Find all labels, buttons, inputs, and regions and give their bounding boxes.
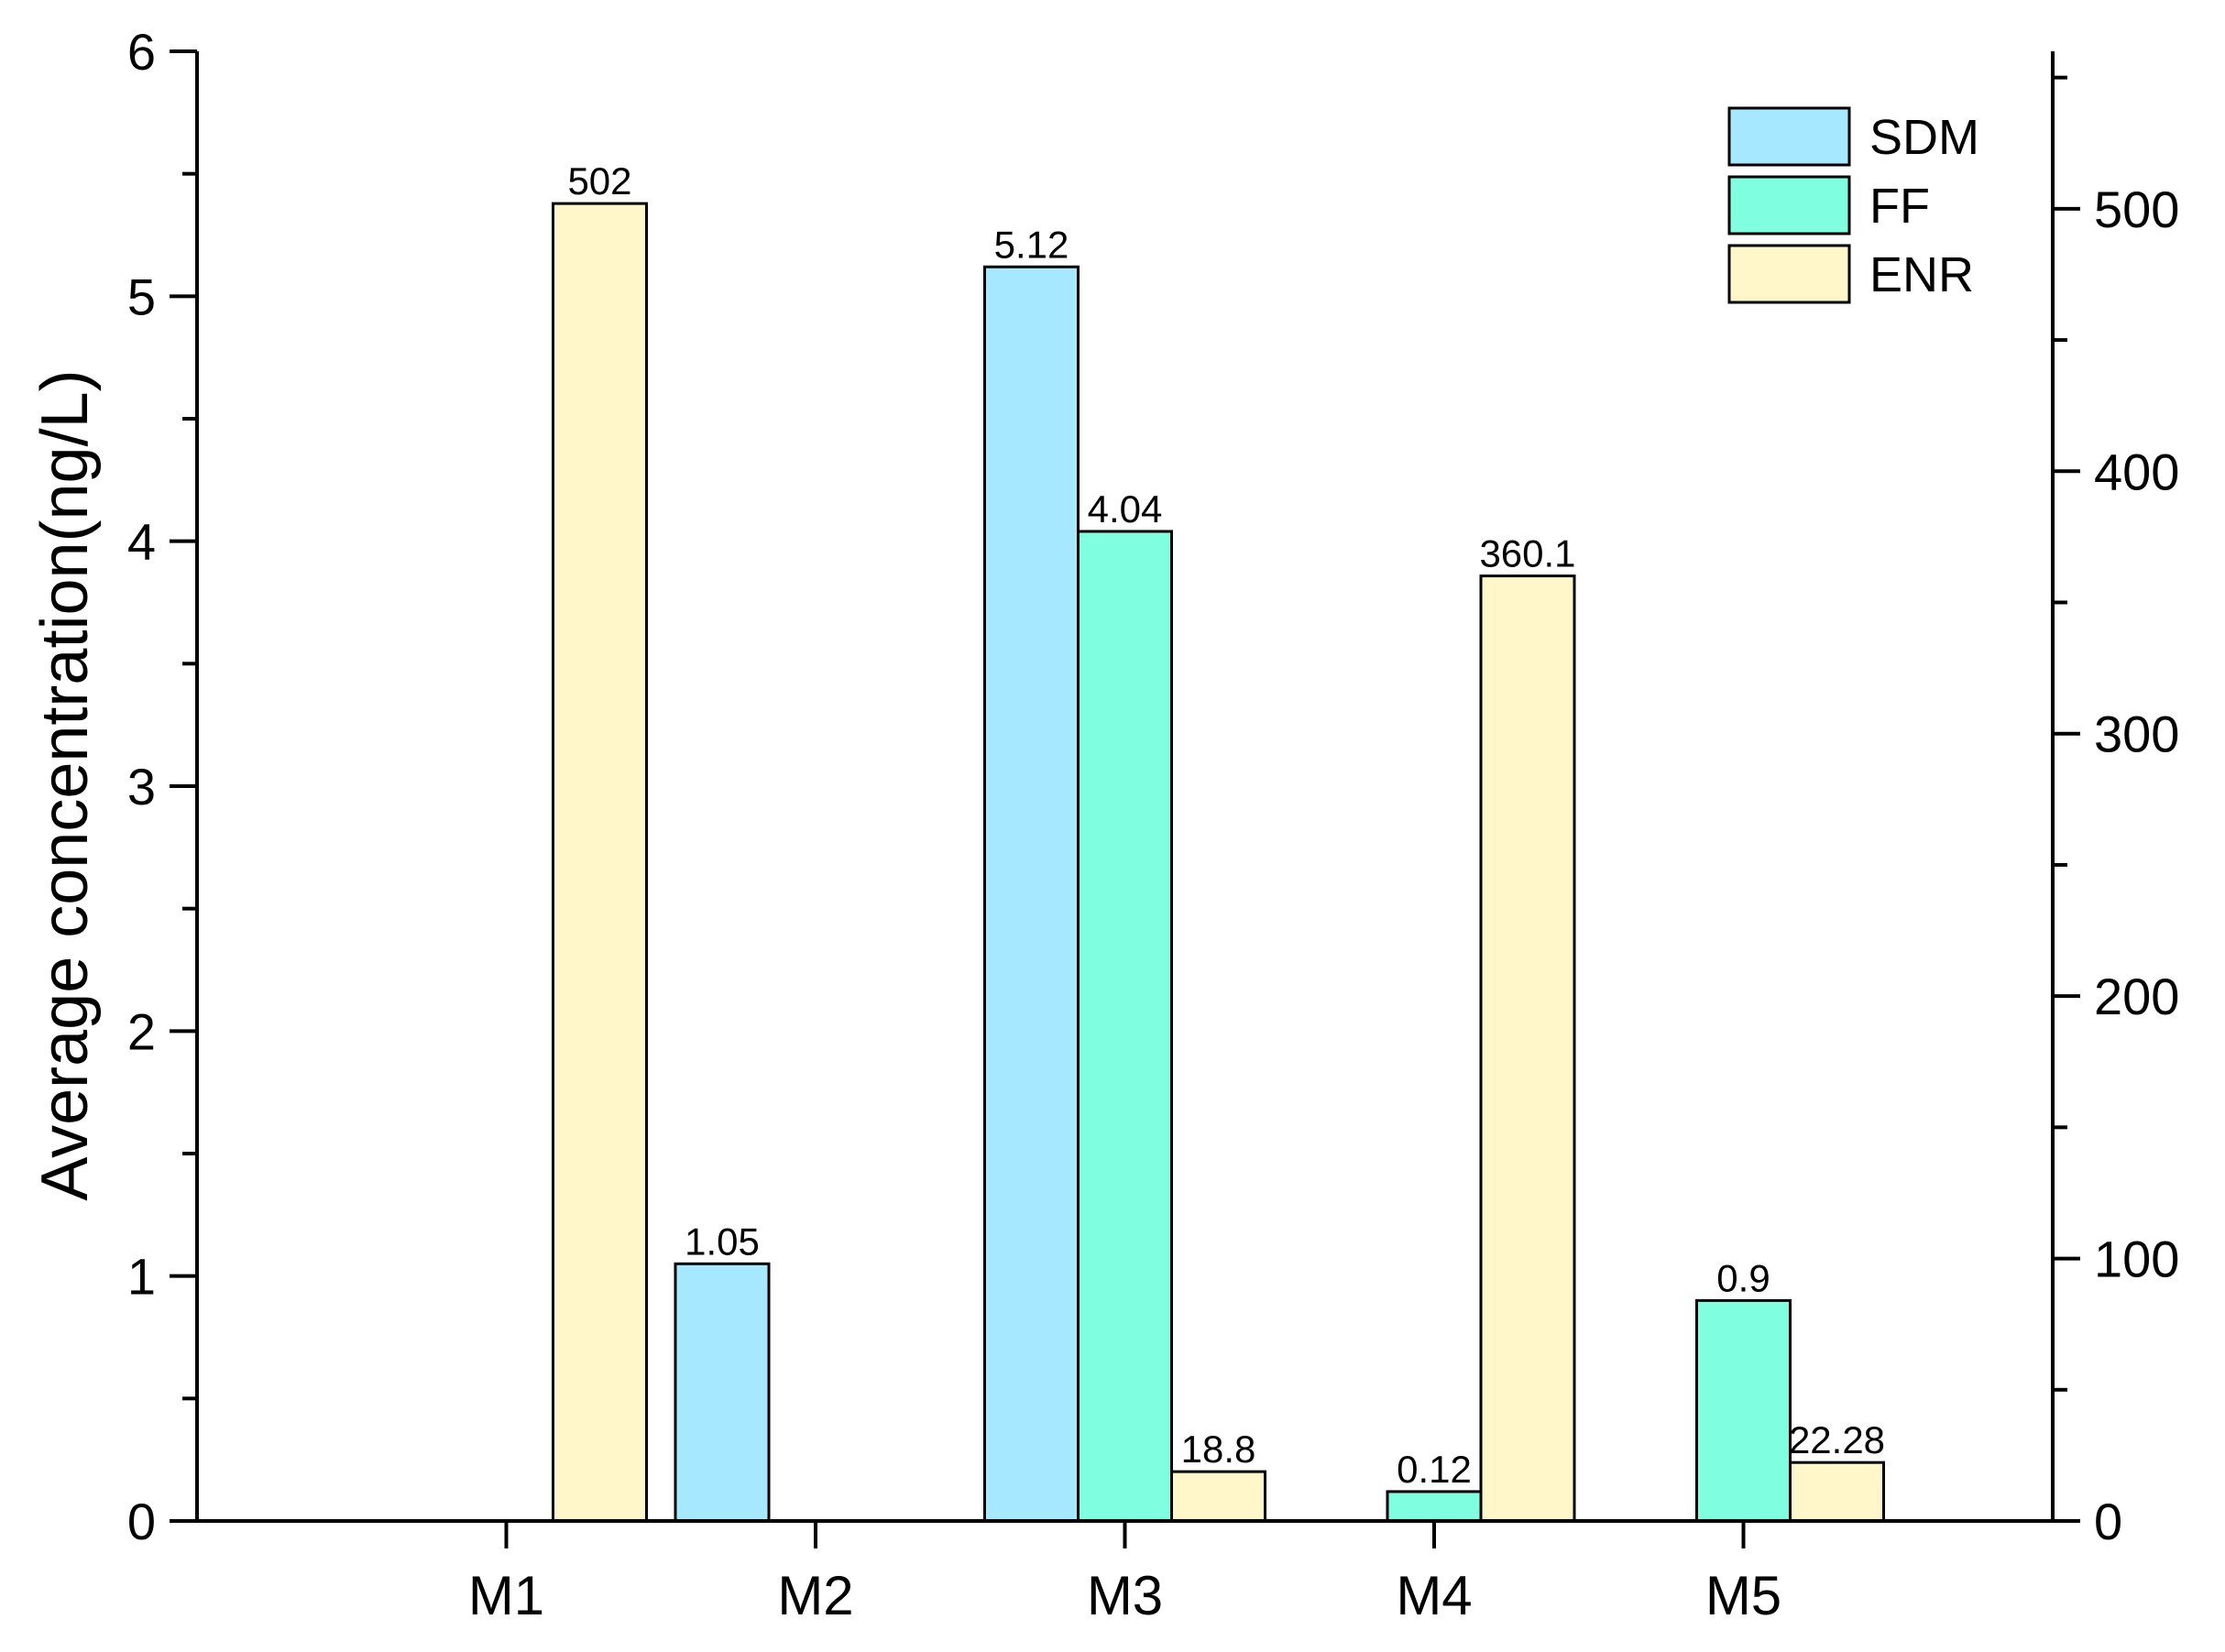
legend-label-enr: ENR — [1869, 247, 1974, 302]
data-label-ff-m4: 0.12 — [1397, 1448, 1472, 1491]
bar-enr-m4 — [1479, 574, 1576, 1523]
y-right-tick-label: 500 — [2094, 181, 2179, 238]
bar-enr-m5 — [1789, 1461, 1885, 1523]
y-right-tick-label: 300 — [2094, 706, 2179, 763]
bar-sdm-m3 — [983, 265, 1080, 1523]
bars-layer — [552, 202, 1885, 1523]
data-label-enr-m1: 502 — [567, 159, 631, 202]
y-left-tick-label: 1 — [127, 1248, 156, 1306]
legend-swatch-sdm — [1727, 106, 1851, 167]
bar-sdm-m2 — [674, 1262, 771, 1523]
x-tick-label-m3: M3 — [1087, 1565, 1163, 1626]
y-left-tick-label: 5 — [127, 268, 156, 325]
data-label-ff-m3: 4.04 — [1088, 487, 1163, 531]
x-tick-label-m2: M2 — [777, 1565, 853, 1626]
data-label-ff-m5: 0.9 — [1716, 1256, 1770, 1299]
legend: SDM FF ENR — [1727, 106, 1979, 304]
legend-label-ff: FF — [1869, 179, 1930, 234]
bar-ff-m3 — [1077, 530, 1173, 1523]
y-left-tick-label: 6 — [127, 23, 156, 81]
y-left-tick-label: 3 — [127, 758, 156, 815]
bar-enr-m3 — [1170, 1470, 1266, 1523]
y-right-tick-label: 400 — [2094, 443, 2179, 500]
y-left-tick-label: 2 — [127, 1002, 156, 1060]
bar-ff-m4 — [1386, 1490, 1483, 1523]
data-label-enr-m4: 360.1 — [1479, 532, 1575, 575]
legend-swatch-ff — [1727, 175, 1851, 235]
bar-enr-m1 — [552, 202, 648, 1523]
y-left-tick-label: 4 — [127, 513, 156, 571]
y-right-tick-label: 200 — [2094, 968, 2179, 1025]
data-labels-layer: 1.05 5.12 4.04 0.12 0.9 502 18.8 360.1 22.28 — [567, 159, 1885, 1491]
axes-layer: 0 1 2 3 4 5 6 0 100 200 300 400 500 M1 M2 M3 M4 M5 — [127, 23, 2180, 1626]
y-right-tick-label: 100 — [2094, 1231, 2179, 1288]
legend-label-sdm: SDM — [1869, 110, 1979, 165]
data-label-sdm-m3: 5.12 — [994, 223, 1069, 266]
x-tick-label-m4: M4 — [1396, 1565, 1472, 1626]
x-tick-label-m5: M5 — [1705, 1565, 1781, 1626]
data-label-sdm-m2: 1.05 — [685, 1220, 760, 1263]
y-left-tick-label: 0 — [127, 1493, 156, 1550]
y-axis-title: Average concentration(ng/L) — [28, 369, 102, 1200]
data-label-enr-m3: 18.8 — [1181, 1428, 1256, 1471]
legend-swatch-enr — [1727, 244, 1851, 304]
y-right-tick-label: 0 — [2094, 1493, 2122, 1550]
data-label-enr-m5: 22.28 — [1789, 1418, 1885, 1461]
bar-ff-m5 — [1695, 1298, 1792, 1523]
x-tick-label-m1: M1 — [468, 1565, 544, 1626]
